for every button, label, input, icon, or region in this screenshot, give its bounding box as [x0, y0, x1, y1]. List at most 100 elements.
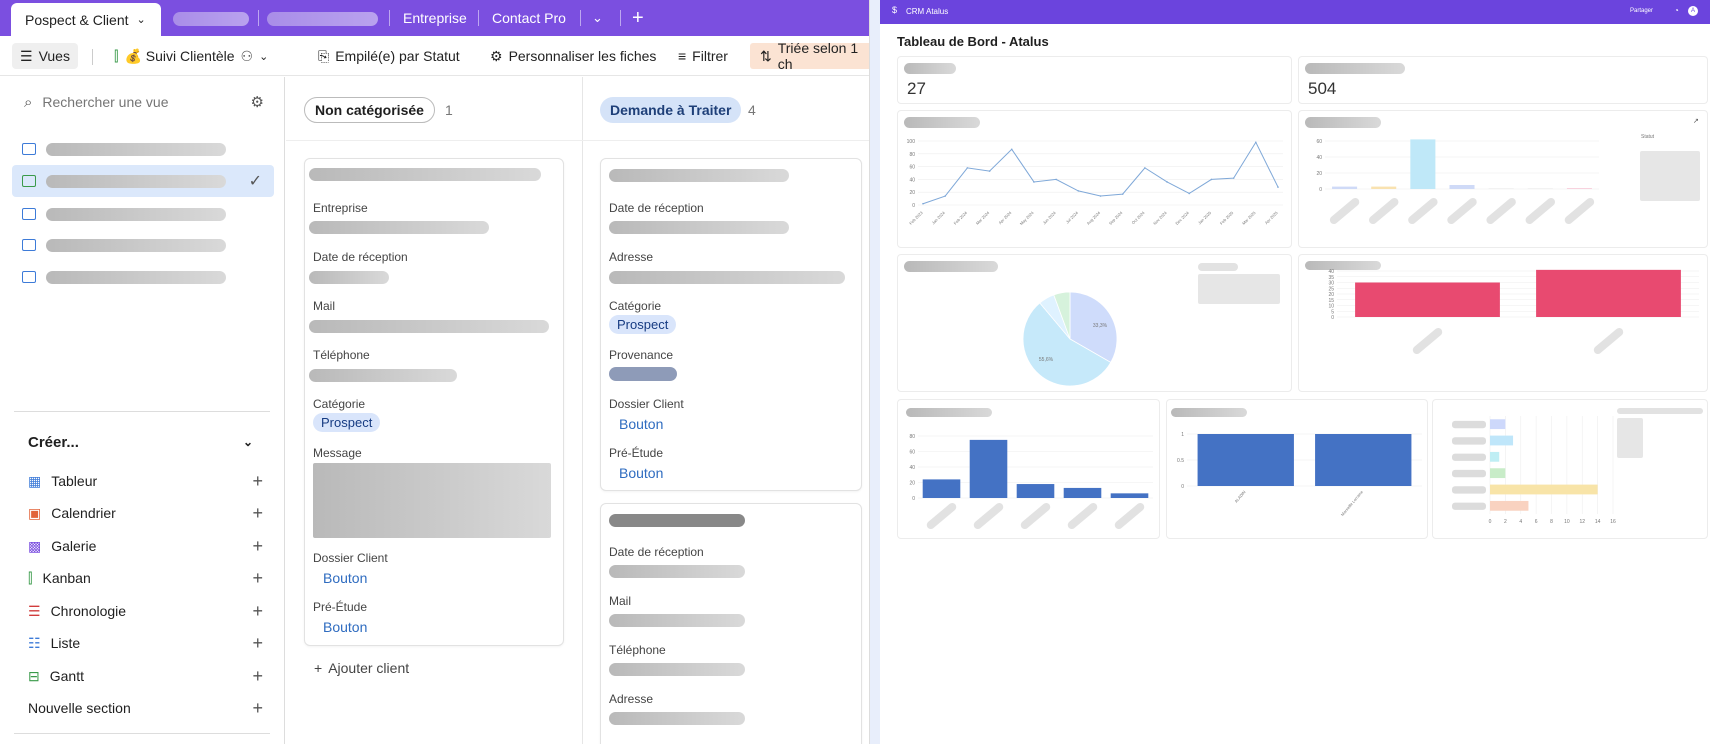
bell-icon[interactable]: ◔ — [1674, 6, 1679, 15]
more-tabs-chevron-icon[interactable]: ⌄ — [592, 10, 603, 25]
dossier-client-button[interactable]: Bouton — [619, 416, 664, 432]
create-section-header[interactable]: Créer... ⌄ — [28, 433, 253, 451]
plus-icon[interactable]: + — [252, 600, 263, 621]
kanban-card[interactable]: Date de réception Mail Téléphone Adresse — [600, 503, 862, 744]
create-chronologie[interactable]: ☰ Chronologie + — [28, 600, 263, 621]
data-point — [988, 170, 991, 172]
plus-icon[interactable]: + — [252, 697, 263, 718]
settings-gear-icon[interactable]: ⚙ — [250, 94, 264, 111]
plus-icon[interactable]: + — [252, 632, 263, 653]
bar — [1488, 188, 1514, 189]
bar — [1315, 434, 1412, 486]
pre-etude-button[interactable]: Bouton — [323, 619, 368, 635]
blurred-tick-label — [926, 503, 957, 529]
tab-contact-pro[interactable]: Contact Pro — [492, 10, 566, 26]
app-name[interactable]: CRM Atalus — [906, 7, 949, 16]
bar — [1566, 188, 1592, 189]
kpi-value: 27 — [907, 79, 926, 98]
share-button[interactable]: Partager — [1630, 8, 1654, 14]
bar — [1490, 451, 1500, 462]
dollar-icon: $ — [892, 5, 898, 15]
tick-label: 1 — [1181, 432, 1184, 438]
add-tab-plus-icon[interactable]: + — [632, 6, 644, 29]
search-view-input[interactable] — [42, 94, 213, 110]
tick-label: 5 — [1331, 309, 1334, 315]
data-point — [1055, 178, 1057, 181]
stacked-by-button[interactable]: ⎘ Empilé(e) par Statut — [318, 47, 460, 65]
plus-icon[interactable]: + — [252, 665, 263, 686]
dossier-client-button[interactable]: Bouton — [323, 570, 368, 586]
pie-slice — [1022, 302, 1112, 387]
pre-etude-button[interactable]: Bouton — [619, 465, 664, 481]
plus-icon[interactable]: + — [252, 470, 263, 491]
plus-icon[interactable]: + — [252, 535, 263, 556]
filter-button[interactable]: ≡ Filtrer — [678, 48, 728, 64]
gallery-icon: ▩ — [28, 537, 42, 554]
kanban-card[interactable]: Date de réception Adresse Catégorie Pros… — [600, 158, 862, 491]
window-divider — [870, 0, 880, 744]
column-header-demande-a-traiter[interactable]: Demande à Traiter — [600, 97, 742, 123]
bar — [1490, 484, 1598, 495]
create-tableur[interactable]: ▦ Tableur + — [28, 470, 263, 491]
blurred-tick-label — [1412, 328, 1443, 354]
tab-blurred[interactable] — [267, 12, 378, 26]
plus-icon[interactable]: + — [252, 567, 263, 588]
gantt-icon: ⊟ — [28, 667, 40, 684]
blurred-tick-label — [1368, 198, 1399, 224]
tick-label: 14 — [1595, 519, 1601, 525]
chevron-down-icon[interactable]: ⌄ — [242, 435, 253, 449]
blurred-tick-label — [1593, 328, 1624, 354]
chart-panel-blue-bars: 0 20 40 60 80 — [897, 399, 1160, 539]
sidebar-view-item[interactable] — [12, 133, 274, 165]
blurred-tick-label — [973, 503, 1004, 529]
customize-cards-button[interactable]: ⚙ Personnaliser les fiches — [490, 47, 657, 65]
list-icon: ☷ — [28, 634, 41, 651]
expand-icon[interactable]: ↗ — [1693, 118, 1699, 125]
add-client-button[interactable]: + Ajouter client — [314, 660, 410, 676]
tick-label: 60 — [1316, 139, 1322, 145]
bar — [1490, 468, 1506, 479]
bar — [1332, 186, 1358, 189]
bar — [1490, 500, 1529, 511]
series-line — [922, 141, 1279, 205]
column-header-non-categorisee[interactable]: Non catégorisée — [304, 97, 435, 123]
bar — [1536, 269, 1681, 317]
chart-panel-pie: 33,3% 55,6% — [897, 254, 1292, 392]
x-tick-label: Apr 2024 — [997, 210, 1013, 226]
sort-button[interactable]: ⇅ Triée selon 1 ch — [750, 40, 869, 72]
pie-slice — [1069, 291, 1118, 363]
create-kanban[interactable]: ⫿ Kanban + — [28, 567, 263, 588]
data-point — [1232, 177, 1235, 179]
data-point — [922, 202, 924, 205]
create-gantt[interactable]: ⊟ Gantt + — [28, 665, 263, 686]
tick-label: 20 — [909, 481, 915, 487]
views-button[interactable]: ☰ Vues — [12, 43, 78, 69]
avatar[interactable]: A — [1688, 6, 1698, 16]
sidebar-view-item-active[interactable]: ✓ — [12, 165, 274, 197]
kanban-window: Pospect & Client ⌄ Entreprise Contact Pr… — [0, 0, 870, 744]
x-tick-label: May 2024 — [1019, 210, 1036, 227]
tab-blurred[interactable] — [173, 12, 249, 26]
bar — [1449, 185, 1475, 189]
create-liste[interactable]: ☷ Liste + — [28, 632, 263, 653]
kanban-icon: ⫿ — [28, 569, 33, 586]
current-view-selector[interactable]: ⫿ 💰 Suivi Clientèle ⚇ ⌄ — [114, 47, 269, 64]
tab-entreprise[interactable]: Entreprise — [403, 10, 467, 26]
filter-icon: ≡ — [678, 48, 687, 64]
bar — [1371, 186, 1397, 189]
data-point — [1121, 193, 1124, 195]
chevron-down-icon[interactable]: ⌄ — [136, 14, 146, 26]
data-point — [1255, 141, 1257, 144]
plus-icon[interactable]: + — [252, 502, 263, 523]
create-calendrier[interactable]: ▣ Calendrier + — [28, 502, 263, 523]
kanban-card[interactable]: Entreprise Date de réception Mail Téléph… — [304, 158, 564, 646]
new-section[interactable]: Nouvelle section + — [28, 697, 263, 718]
blurred-legend-title — [1617, 408, 1703, 414]
tick-label: 6 — [1535, 519, 1538, 525]
create-galerie[interactable]: ▩ Galerie + — [28, 535, 263, 556]
tab-prospect-client[interactable]: Pospect & Client ⌄ — [11, 3, 161, 36]
sidebar-view-item[interactable] — [12, 261, 274, 293]
table-icon — [22, 143, 36, 155]
sidebar-view-item[interactable] — [12, 229, 274, 261]
sidebar-view-item[interactable] — [12, 198, 274, 230]
